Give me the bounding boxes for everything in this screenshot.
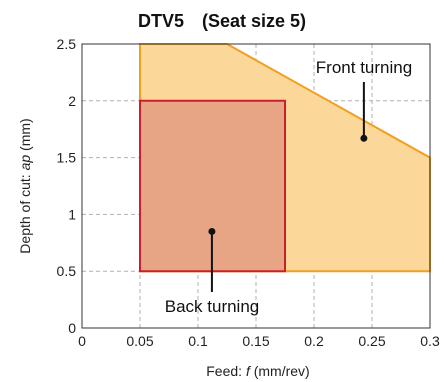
y-tick-label: 0: [68, 320, 76, 336]
x-tick-label: 0.05: [126, 333, 153, 349]
y-tick-label: 2: [68, 93, 76, 109]
chart-title: DTV5 (Seat size 5): [138, 11, 306, 31]
y-tick-label: 1.5: [57, 150, 77, 166]
x-tick-label: 0.1: [188, 333, 208, 349]
back-turning-region: [139, 99, 286, 273]
x-axis-label: Feed: f (mm/rev): [206, 363, 309, 379]
x-tick-labels: 0 0.05 0.1 0.15 0.2 0.25 0.3: [78, 333, 440, 349]
x-tick-label: 0.15: [242, 333, 269, 349]
front-turning-label: Front turning: [316, 58, 412, 77]
y-tick-label: 1: [68, 206, 76, 222]
regions: [139, 43, 431, 273]
y-tick-labels: 0 0.5 1 1.5 2 2.5: [57, 36, 77, 336]
y-tick-label: 0.5: [57, 263, 77, 279]
x-tick-label: 0.2: [304, 333, 324, 349]
y-tick-label: 2.5: [57, 36, 77, 52]
back-turning-marker: [208, 227, 216, 235]
plot-frame: [81, 43, 431, 329]
y-axis-label: Depth of cut: ap (mm): [17, 118, 33, 253]
back-turning-label: Back turning: [165, 297, 260, 316]
x-tick-label: 0.3: [420, 333, 440, 349]
annotations: Front turning Back turning: [165, 58, 412, 316]
front-turning-marker: [360, 134, 368, 142]
x-tick-label: 0.25: [358, 333, 385, 349]
x-tick-label: 0: [78, 333, 86, 349]
